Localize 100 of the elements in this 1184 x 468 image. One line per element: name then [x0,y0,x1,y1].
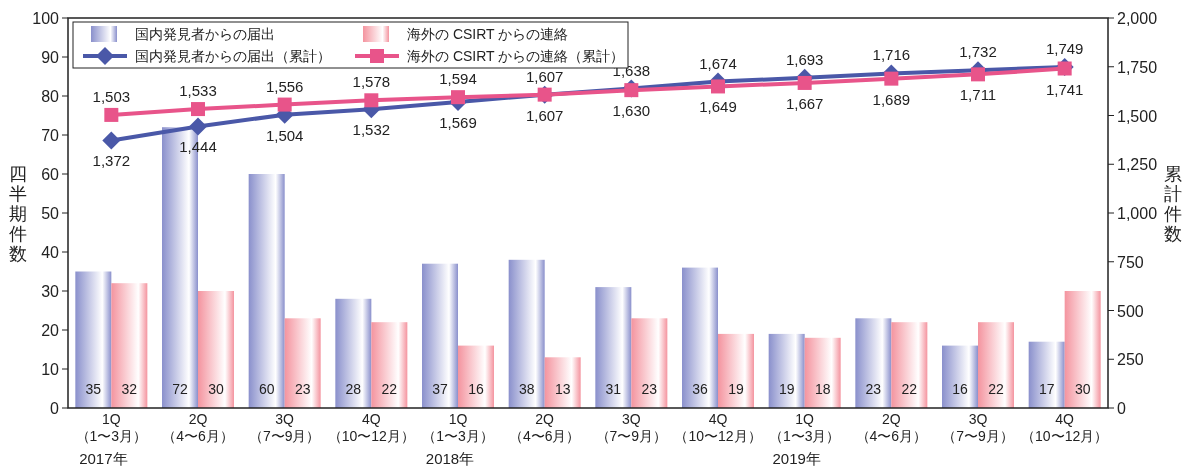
data-label: 35 [85,381,102,397]
data-label: 1,594 [439,70,477,88]
data-label: 17 [1038,381,1055,397]
x-tick-label: 1Q （1〜3月） [768,411,841,444]
bar [891,322,928,408]
bar [631,318,668,408]
bar [198,291,234,408]
y2-tick-label: 750 [1117,253,1144,271]
y2-tick-label: 1,000 [1117,205,1158,222]
data-label: 13 [554,381,571,397]
y2-tick-label: 1,500 [1117,107,1158,125]
y-tick-label: 100 [32,10,60,27]
point [1057,61,1072,76]
data-label: 16 [468,381,484,397]
data-label: 1,693 [785,50,824,68]
y-tick-label: 30 [41,283,60,300]
bar [75,271,112,408]
x-tick-label: 4Q （10〜12月） [327,411,415,444]
data-label: 1,504 [265,126,304,144]
bar [978,322,1014,408]
x-tick-label: 2Q （4〜6月） [508,411,581,444]
bar [942,345,978,408]
data-label: 22 [988,381,1004,397]
x-tick-label: 2Q （4〜6月） [855,411,928,444]
text: 2017年 [79,450,128,467]
y2-tick-label: 1,750 [1117,58,1158,76]
y-tick-label: 40 [41,244,60,261]
bar [855,318,892,408]
x-tick-label: 4Q （10〜12月） [1021,411,1109,444]
data-label: 36 [692,381,708,397]
point [451,90,465,105]
y2-tick-label: 500 [1117,302,1144,320]
bar [1064,291,1101,408]
y2-tick-label: 2,000 [1117,10,1158,27]
data-label: 1,741 [1045,80,1084,98]
x-tick-label: 1Q （1〜3月） [75,411,148,444]
point [189,117,207,136]
data-label: 19 [778,381,795,397]
bar [371,322,408,408]
bar [111,283,148,408]
point [364,93,379,108]
x-tick-label: 3Q （7〜9月） [248,411,321,444]
data-label: 28 [345,381,362,397]
data-label: 19 [728,381,744,397]
point [102,131,121,150]
x-tick-label: 3Q （7〜9月） [942,411,1014,444]
data-label: 60 [258,381,275,397]
data-label: 1,667 [785,94,824,112]
data-label: 1,607 [525,67,564,85]
data-label: 1,607 [525,106,564,124]
data-label: 23 [641,381,658,397]
data-label: 1,716 [872,46,911,64]
y2-axis-title: 累計件数 [1164,164,1182,244]
y2-tick-label: 1,250 [1117,156,1158,174]
data-label: 32 [121,381,138,397]
y-tick-label: 90 [41,49,60,66]
y-tick-label: 20 [41,322,60,339]
data-label: 1,689 [872,90,911,108]
data-label: 1,569 [439,114,477,132]
point [104,107,119,122]
y-tick-label: 60 [41,166,60,183]
bar [508,259,545,408]
data-label: 30 [1074,381,1091,397]
data-label: 1,503 [92,87,131,105]
data-label: 1,674 [699,54,737,72]
data-label: 23 [865,381,882,397]
bar [768,333,805,408]
data-label: 1,649 [699,98,737,116]
point [277,97,292,112]
data-label: 72 [172,381,188,397]
data-label: 1,556 [265,77,304,95]
bar [682,267,718,408]
point [797,75,812,90]
y2-tick-label: 250 [1117,351,1144,369]
y-axis-title: 四半期件数 [9,164,27,264]
point [191,102,205,117]
data-label: 1,630 [612,102,651,120]
legend-label: 海外の CSIRT からの連絡（累計） [407,48,625,64]
data-label: 31 [605,381,622,397]
y-tick-label: 10 [41,361,60,378]
data-label: 1,749 [1045,39,1084,57]
bar [335,298,372,408]
y-tick-label: 70 [41,127,60,144]
x-tick-label: 4Q （10〜12月） [674,411,762,444]
point [624,83,639,98]
data-label: 1,532 [352,121,391,139]
point [971,67,985,82]
point [711,79,725,94]
data-label: 30 [208,381,224,397]
legend-label: 海外の CSIRT からの連絡 [407,26,569,42]
legend-label: 国内発見者からの届出 [135,26,275,42]
data-label: 37 [432,381,448,397]
data-label: 16 [952,381,968,397]
data-label: 22 [901,381,918,397]
text: 2019年 [772,450,821,467]
y-tick-label: 0 [50,400,60,417]
data-label: 1,711 [959,86,997,104]
data-label: 1,732 [959,43,997,61]
bar [422,263,458,408]
data-label: 22 [381,381,398,397]
